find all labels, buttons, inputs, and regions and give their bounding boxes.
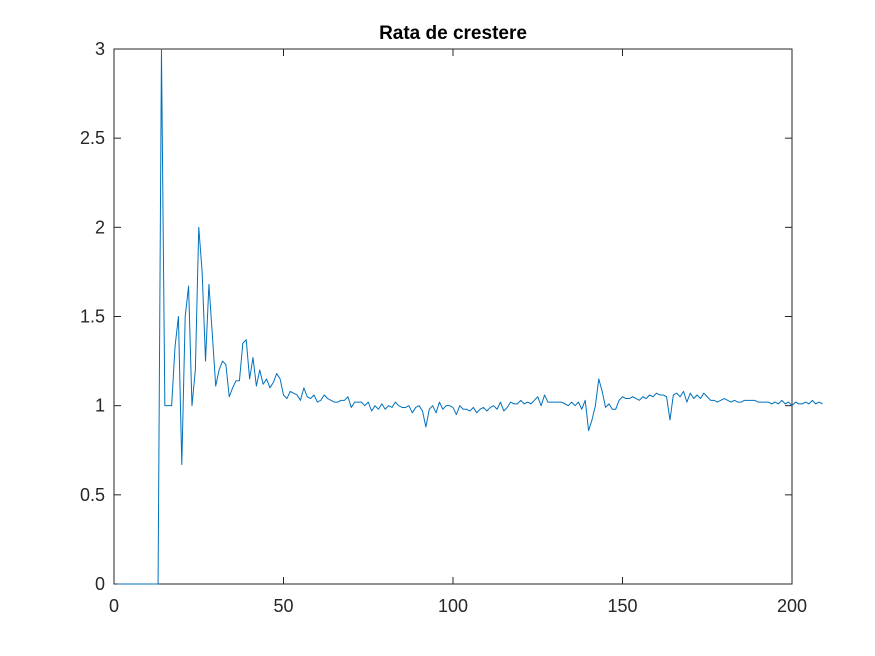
x-tick-label: 150 — [607, 596, 637, 616]
plot-area-frame — [113, 48, 793, 585]
x-tick-label: 200 — [777, 596, 807, 616]
y-axis: 0 0.5 1 1.5 2 2.5 3 — [80, 39, 792, 594]
chart-title: Rata de crestere — [379, 23, 527, 44]
y-tick-label: 3 — [95, 39, 105, 59]
y-tick-label: 0 — [95, 574, 105, 594]
y-tick-label: 0.5 — [80, 485, 105, 505]
y-tick-label: 2.5 — [80, 128, 105, 148]
x-axis: 0 50 100 150 200 — [109, 49, 807, 616]
x-tick-label: 100 — [438, 596, 468, 616]
x-tick-label: 0 — [109, 596, 119, 616]
y-tick-label: 1 — [95, 396, 105, 416]
series-line-0 — [117, 48, 823, 585]
y-tick-label: 2 — [95, 217, 105, 237]
y-tick-label: 1.5 — [80, 307, 105, 327]
x-tick-label: 50 — [273, 596, 293, 616]
series-layer — [117, 48, 823, 585]
